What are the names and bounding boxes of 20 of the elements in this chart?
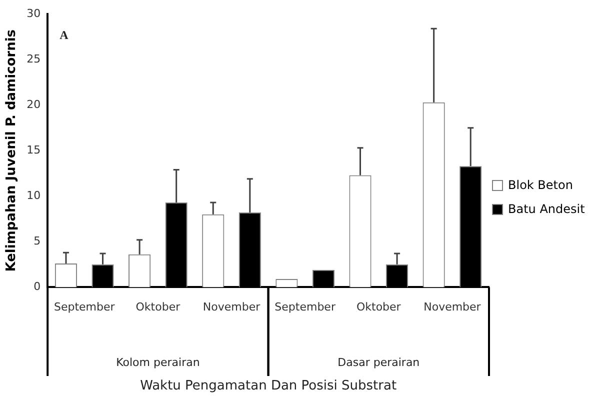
y-tick-label: 15 [26,143,41,156]
y-tick-label: 20 [26,98,41,111]
text: Kolom perairan [116,356,200,369]
y-axis-title: Kelimpahan Juvenil P. damicornis [4,29,20,272]
y-tick-label: 5 [34,234,41,248]
x-tick-label: November [424,300,482,314]
text: Blok Beton [508,178,573,192]
y-tick-label: 30 [26,6,41,20]
x-tick-label: Oktober [356,300,402,314]
x-tick-label: November [202,300,261,314]
text: Dasar perairan [338,356,420,369]
x-tick-label: September [274,300,336,314]
x-axis-title: Waktu Pengamatan Dan Posisi Substrat [140,378,397,394]
legend-label: Batu Andesit [508,202,585,216]
y-tick-label: 25 [26,52,41,66]
x-tick-label: September [54,300,116,314]
y-tick-label: 0 [34,280,41,294]
annotation: A [60,28,69,42]
y-tick-label: 10 [26,188,41,202]
x-tick-label: Oktober [136,300,181,314]
